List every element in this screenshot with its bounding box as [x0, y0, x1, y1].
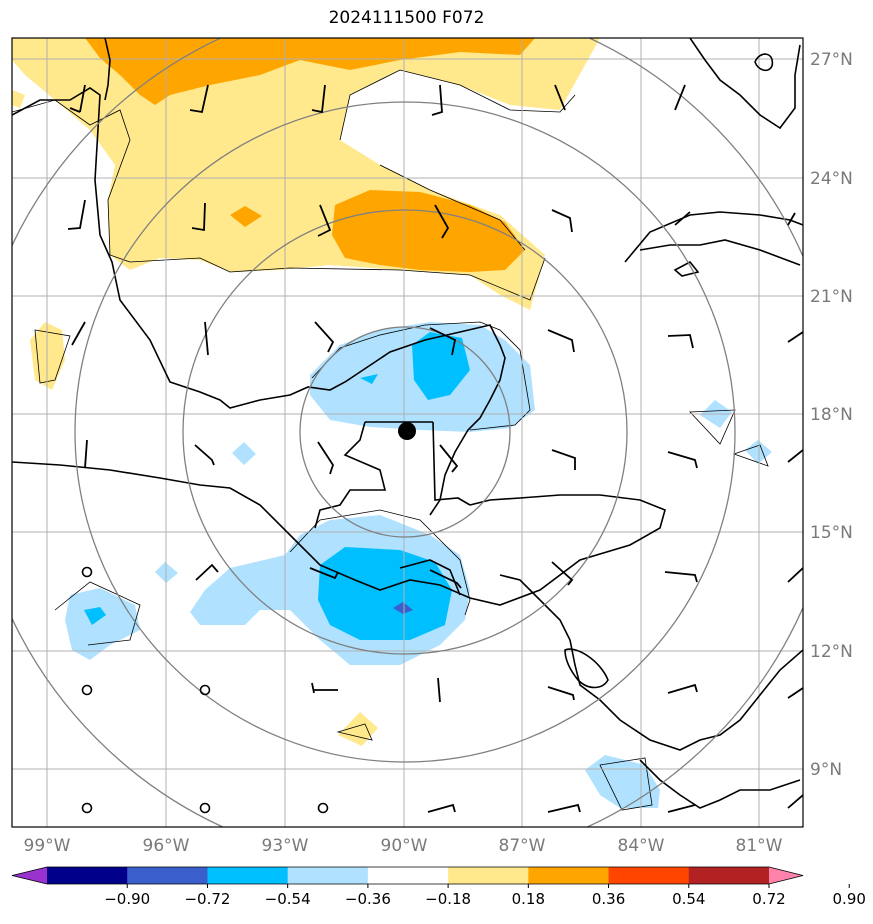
colorbar-segment	[287, 867, 369, 884]
colorbar-tick-label: −0.72	[184, 890, 230, 908]
lat-label: 9°N	[810, 760, 842, 780]
colorbar-tick-label: −0.90	[104, 890, 150, 908]
lon-label: 87°W	[499, 836, 546, 856]
lat-label: 27°N	[810, 50, 853, 70]
lon-label: 96°W	[143, 836, 190, 856]
colorbar-tick-label: 0.36	[592, 890, 625, 908]
colorbar-tick-label: 0.18	[512, 890, 545, 908]
lon-label: 81°W	[736, 836, 783, 856]
colorbar-tick-label: −0.36	[345, 890, 391, 908]
colorbar-segment	[127, 867, 208, 884]
longitude-labels: 99°W 96°W 93°W 90°W 87°W 84°W 81°W	[24, 836, 783, 856]
latitude-labels: 27°N 24°N 21°N 18°N 15°N 12°N 9°N	[810, 50, 853, 780]
colorbar-tick-label: 0.72	[752, 890, 785, 908]
lat-label: 21°N	[810, 287, 853, 307]
lon-label: 93°W	[262, 836, 309, 856]
colorbar-segment	[448, 867, 529, 884]
colorbar-segment	[528, 867, 610, 884]
colorbar-tick-label: 0.54	[672, 890, 705, 908]
lat-label: 12°N	[810, 642, 853, 662]
range-rings	[12, 38, 803, 827]
colorbar-tick-label: −0.54	[265, 890, 311, 908]
colorbar-segment	[688, 867, 770, 884]
colorbar-tick-label: −0.18	[425, 890, 471, 908]
colorbar-segment	[47, 867, 128, 884]
lat-label: 24°N	[810, 169, 853, 189]
lon-label: 90°W	[381, 836, 428, 856]
lat-label: 15°N	[810, 523, 853, 543]
map-frame	[11, 37, 804, 828]
colorbar: −0.90 −0.72 −0.54 −0.36 −0.18 0.18 0.36 0.54 0.7…	[11, 866, 866, 908]
lon-label: 99°W	[24, 836, 71, 856]
lat-label: 18°N	[810, 405, 853, 425]
calm-wind-circles	[81, 566, 329, 814]
colorbar-segment	[207, 867, 289, 884]
wind-barbs	[67, 84, 803, 813]
colorbar-extend-max	[769, 867, 803, 884]
map-title: 2024111500 F072	[328, 8, 485, 28]
lon-label: 84°W	[618, 836, 665, 856]
negative-anomaly-fill	[65, 322, 772, 808]
lat-lon-grid	[12, 38, 803, 827]
colorbar-extend-min	[12, 867, 47, 884]
colorbar-segment	[367, 867, 449, 884]
colorbar-tick-label: 0.90	[833, 890, 866, 908]
colorbar-segment	[608, 867, 690, 884]
colorbar-outline	[11, 866, 804, 885]
storm-center-marker	[398, 422, 416, 440]
